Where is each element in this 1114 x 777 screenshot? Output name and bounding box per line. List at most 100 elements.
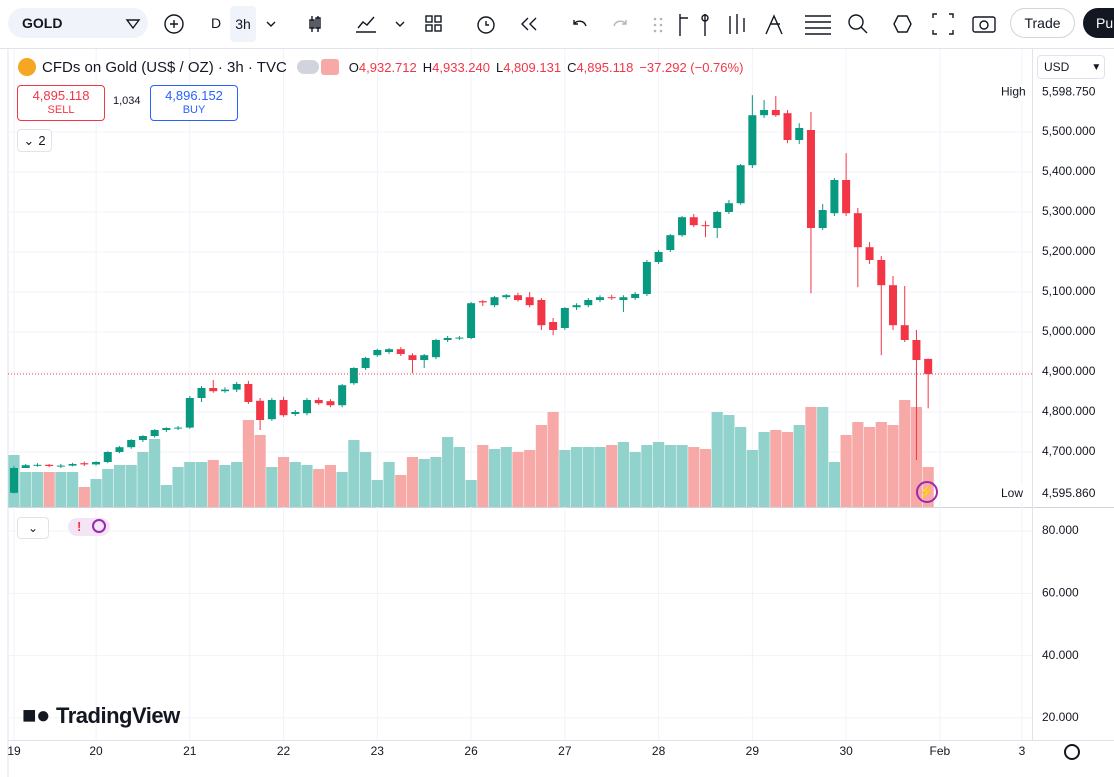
- toggle[interactable]: [320, 59, 339, 75]
- trade-button[interactable]: Trade: [1010, 8, 1075, 38]
- buy-price: 4,896.152: [165, 88, 223, 103]
- publish-button[interactable]: Pu: [1083, 8, 1114, 38]
- watermark: ■● TradingView: [22, 702, 180, 729]
- replay-icon[interactable]: [521, 17, 537, 31]
- volume-bar: [125, 465, 137, 507]
- x-tick-label: 22: [277, 744, 291, 758]
- interval-3h[interactable]: 3h: [230, 6, 256, 42]
- marker-label: Low: [1001, 486, 1023, 500]
- collapse-button[interactable]: ⌄ 2: [17, 129, 52, 152]
- pane-collapse[interactable]: ⌄: [17, 517, 49, 539]
- candle-body: [185, 398, 194, 428]
- volume-bar: [758, 432, 770, 507]
- volume-bar: [383, 462, 395, 507]
- candle-body: [443, 338, 452, 340]
- buy-button[interactable]: 4,896.152 BUY: [150, 85, 238, 121]
- y-tick-label: 5,100.000: [1042, 284, 1096, 298]
- candle-body: [326, 401, 335, 406]
- candle-body: [525, 297, 534, 306]
- indicator-icon[interactable]: [356, 16, 376, 33]
- y-tick-label: 5,200.000: [1042, 244, 1096, 258]
- alert-icon[interactable]: [477, 16, 495, 34]
- candle-body: [338, 385, 347, 406]
- volume-bar: [102, 469, 114, 507]
- diamond-icon[interactable]: [125, 19, 141, 30]
- candle-body: [689, 217, 698, 226]
- fullscreen-icon[interactable]: [932, 13, 954, 35]
- settings-icon[interactable]: [1064, 744, 1080, 760]
- candle-body: [68, 464, 77, 466]
- marker-value: 4,595.860: [1042, 486, 1096, 500]
- candle-body: [279, 400, 288, 416]
- candle-body: [267, 400, 276, 420]
- volume-bar: [535, 425, 547, 507]
- add-icon[interactable]: [164, 14, 184, 34]
- candle-body: [431, 340, 440, 358]
- candle-body: [420, 355, 429, 360]
- volume-bar: [746, 450, 758, 507]
- candle-body: [642, 262, 651, 294]
- snapshot-icon[interactable]: [972, 16, 996, 33]
- currency-select[interactable]: USD ▼: [1037, 55, 1105, 79]
- interval-d[interactable]: D: [211, 8, 221, 38]
- volume-bar: [442, 437, 454, 507]
- candle-body: [877, 260, 886, 286]
- candle-icon[interactable]: [309, 16, 321, 32]
- candle-body: [724, 203, 733, 212]
- candle-body: [209, 388, 218, 392]
- volume-bar: [43, 472, 55, 507]
- c-label: C: [567, 59, 577, 75]
- candle-body: [490, 297, 499, 306]
- sell-button[interactable]: 4,895.118 SELL: [17, 85, 105, 121]
- volume-bar: [90, 479, 102, 507]
- candle-body: [361, 358, 370, 368]
- symbol-search[interactable]: GOLD: [8, 8, 148, 38]
- volume-bar: [149, 439, 161, 507]
- volume-bar: [805, 407, 817, 507]
- y-tick-label: 5,500.000: [1042, 124, 1096, 138]
- volume-bar: [418, 459, 430, 507]
- interval-menu[interactable]: [266, 21, 276, 27]
- l-label: L: [495, 59, 504, 75]
- volume-bar: [55, 472, 67, 507]
- event-marker[interactable]: ⚡: [916, 481, 938, 503]
- volume-bar: [699, 449, 712, 507]
- volume-bar: [852, 422, 864, 507]
- volume-bar: [289, 462, 301, 507]
- o-value: 4,932.712: [358, 59, 417, 75]
- candle-body: [478, 301, 487, 303]
- candle-body: [713, 212, 722, 228]
- legend: CFDs on Gold (US$ / OZ) · 3h · TVC O 4,93…: [18, 55, 743, 79]
- marker-value: 5,598.750: [1042, 85, 1096, 99]
- volume-bar: [793, 425, 805, 507]
- candle-body: [584, 300, 593, 306]
- volume-bar: [688, 447, 700, 507]
- candle-body: [830, 180, 839, 214]
- draw-tools[interactable]: [679, 14, 706, 36]
- toggle[interactable]: [296, 60, 319, 74]
- volume-bar: [488, 449, 501, 507]
- spread: 1,034: [113, 95, 141, 107]
- h-label: H: [422, 59, 433, 75]
- gold-icon: [18, 58, 36, 76]
- candle-body: [889, 285, 897, 326]
- candle-body: [760, 110, 769, 116]
- marker-label: High: [1001, 85, 1026, 99]
- candle-body: [513, 295, 522, 300]
- volume-bar: [31, 472, 44, 507]
- candle-body: [385, 349, 394, 352]
- candle-body: [795, 128, 804, 140]
- candle-body: [174, 427, 183, 429]
- x-tick-label: 20: [89, 744, 103, 758]
- candle-body: [748, 115, 757, 166]
- volume-bar: [277, 457, 290, 507]
- volume-bar: [723, 415, 735, 507]
- undo-icon[interactable]: [573, 20, 587, 27]
- candle-body: [455, 337, 464, 339]
- volume-bar: [360, 452, 372, 507]
- pane-status[interactable]: !: [68, 518, 110, 536]
- y-tick-label: 4,900.000: [1042, 364, 1096, 378]
- y2-tick-label: 20.000: [1042, 710, 1079, 724]
- volume-bar: [348, 440, 360, 507]
- volume-bar: [465, 480, 477, 507]
